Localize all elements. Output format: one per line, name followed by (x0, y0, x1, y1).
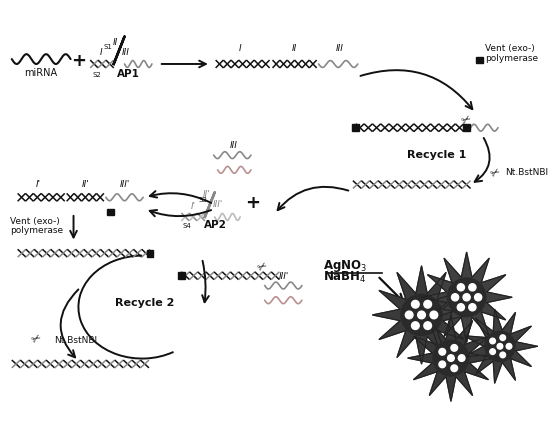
Bar (463, 125, 470, 132)
Circle shape (439, 348, 446, 355)
Polygon shape (422, 253, 512, 343)
Polygon shape (408, 315, 494, 401)
Text: S2: S2 (92, 72, 101, 78)
Text: I: I (100, 48, 103, 57)
Circle shape (401, 295, 442, 336)
Text: Nt.BstNBI: Nt.BstNBI (54, 335, 97, 344)
Text: Vent (exo-): Vent (exo-) (10, 216, 59, 225)
Circle shape (500, 335, 506, 341)
Bar (178, 273, 185, 279)
Text: AgNO$_3$: AgNO$_3$ (324, 257, 367, 273)
Text: II: II (292, 44, 297, 53)
Circle shape (457, 304, 465, 311)
Circle shape (424, 301, 432, 308)
Text: III: III (122, 48, 129, 57)
Circle shape (418, 311, 425, 319)
Text: III: III (229, 141, 238, 150)
Bar (147, 250, 153, 257)
Circle shape (424, 322, 432, 330)
Circle shape (469, 284, 476, 291)
Circle shape (475, 294, 482, 301)
Text: +: + (71, 52, 86, 70)
Text: III': III' (279, 271, 289, 280)
Text: I: I (239, 44, 242, 53)
Text: Vent (exo-): Vent (exo-) (485, 44, 535, 53)
Circle shape (405, 311, 413, 319)
Text: III': III' (119, 179, 130, 188)
Text: II': II' (203, 190, 211, 199)
Circle shape (452, 294, 458, 301)
Circle shape (447, 279, 486, 317)
Text: II: II (113, 38, 118, 47)
Text: I': I' (36, 179, 41, 188)
Circle shape (451, 345, 457, 351)
Text: AP1: AP1 (117, 69, 139, 78)
Text: III': III' (213, 200, 223, 209)
Polygon shape (372, 266, 471, 364)
Circle shape (433, 340, 469, 376)
Circle shape (439, 361, 446, 368)
Polygon shape (464, 310, 537, 383)
Text: S1: S1 (104, 44, 113, 50)
Circle shape (497, 344, 503, 349)
Bar (107, 209, 114, 216)
Text: miRNA: miRNA (24, 68, 58, 78)
Text: Nt.BstNBI: Nt.BstNBI (505, 168, 548, 177)
Bar (352, 125, 359, 132)
Text: S4: S4 (183, 222, 191, 228)
Text: Recycle 1: Recycle 1 (407, 150, 466, 160)
Circle shape (469, 304, 476, 311)
Circle shape (490, 349, 496, 354)
Circle shape (457, 284, 465, 291)
Text: ✂: ✂ (31, 332, 44, 345)
Text: III: III (335, 44, 343, 53)
Circle shape (451, 365, 457, 372)
Text: I': I' (191, 201, 196, 210)
Circle shape (463, 294, 470, 301)
Text: II': II' (82, 179, 89, 188)
Circle shape (448, 355, 454, 362)
Circle shape (411, 301, 419, 308)
Circle shape (506, 344, 512, 349)
Text: ✂: ✂ (490, 166, 503, 179)
Text: S3: S3 (198, 197, 207, 203)
Circle shape (430, 311, 438, 319)
Text: +: + (245, 194, 260, 212)
Text: polymerase: polymerase (485, 54, 538, 63)
Circle shape (485, 331, 515, 362)
Text: ✂: ✂ (256, 259, 269, 273)
Circle shape (500, 352, 506, 358)
Bar (476, 58, 483, 64)
Text: ✂: ✂ (460, 113, 473, 126)
Circle shape (411, 322, 419, 330)
Circle shape (458, 355, 465, 362)
Text: polymerase: polymerase (10, 225, 63, 234)
Text: AP2: AP2 (204, 219, 227, 229)
Circle shape (490, 338, 496, 344)
Text: NaBH$_4$: NaBH$_4$ (324, 269, 367, 284)
Text: Recycle 2: Recycle 2 (115, 297, 175, 308)
